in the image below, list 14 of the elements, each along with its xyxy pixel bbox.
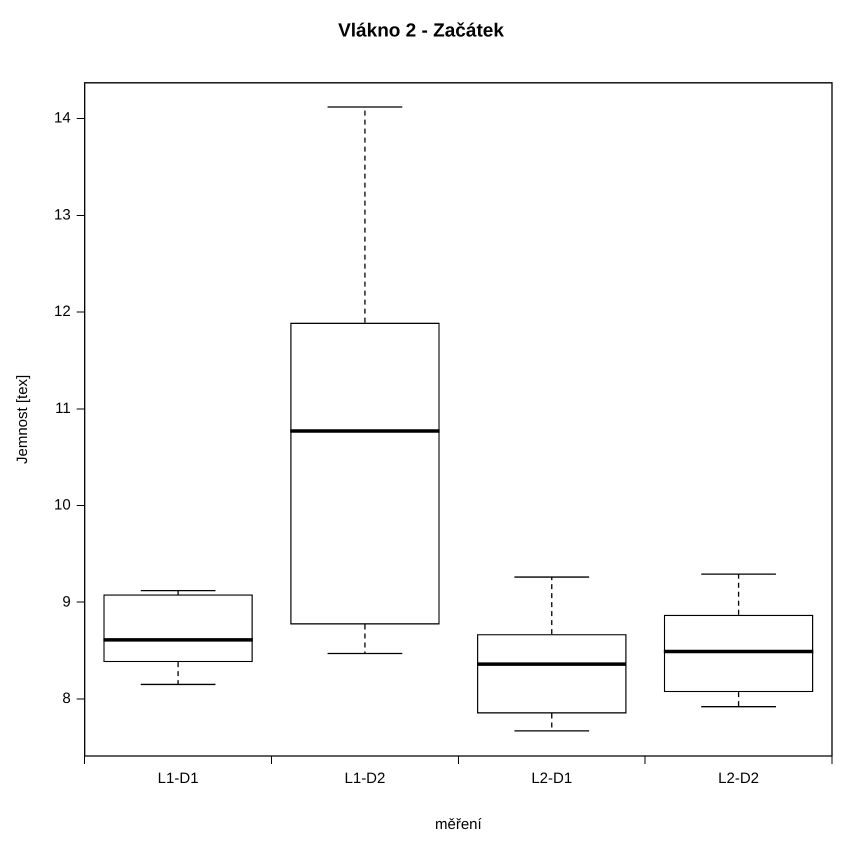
x-tick-label: L1-D1: [158, 770, 199, 788]
chart-title: Vlákno 2 - Začátek: [338, 20, 504, 42]
y-tick-label: 13: [54, 206, 71, 224]
y-tick-label: 12: [54, 303, 71, 320]
y-tick-label: 9: [62, 593, 71, 610]
x-tick-label: L1-D2: [344, 770, 386, 788]
y-tick-label: 14: [54, 110, 71, 127]
x-axis-title: měření: [435, 816, 483, 834]
y-axis-title: Jemnost [tex]: [14, 374, 32, 464]
y-tick-label: 10: [54, 496, 71, 514]
x-tick-label: L2-D1: [531, 770, 572, 788]
x-tick-label: L2-D2: [718, 770, 760, 788]
y-tick-label: 8: [62, 690, 71, 708]
y-tick-label: 11: [55, 400, 71, 417]
